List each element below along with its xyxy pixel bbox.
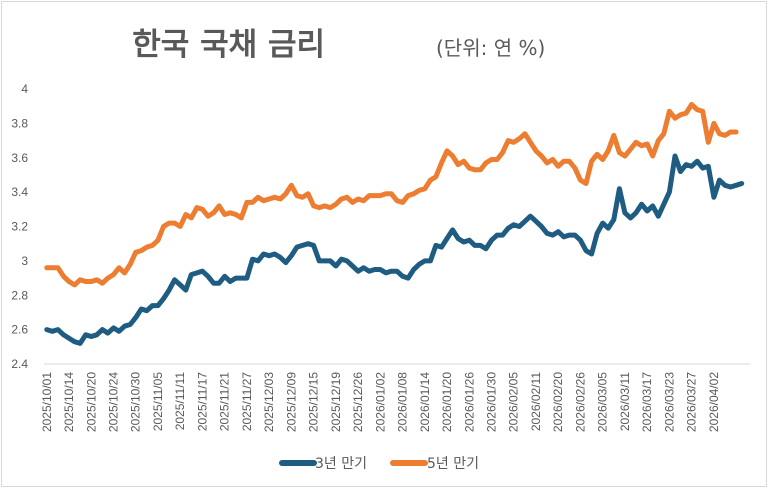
x-tick-label: 2026/03/23 [662, 372, 676, 432]
chart-subtitle: (단위: 연 %) [436, 36, 545, 60]
legend-label-5y: 5년 만기 [427, 456, 479, 472]
y-axis-tick-labels: 2.4 2.6 2.8 3 3.2 3.4 3.6 3.8 4 [11, 82, 28, 371]
y-tick-label: 3 [21, 254, 28, 268]
x-tick-label: 2025/11/21 [218, 372, 232, 431]
y-tick-label: 2.6 [11, 323, 28, 337]
x-tick-label: 2026/02/20 [551, 372, 565, 432]
x-tick-label: 2026/03/17 [640, 372, 654, 432]
x-tick-label: 2026/01/20 [440, 372, 454, 432]
y-tick-label: 4 [21, 82, 28, 96]
x-tick-label: 2026/02/26 [573, 372, 587, 432]
x-tick-label: 2026/03/11 [618, 372, 632, 431]
x-tick-label: 2025/12/15 [307, 372, 321, 432]
legend-label-3y: 3년 만기 [315, 456, 367, 472]
x-tick-label: 2025/11/27 [240, 372, 254, 431]
series-line-3y [44, 153, 745, 346]
x-tick-label: 2026/04/02 [707, 372, 721, 432]
x-tick-label: 2025/10/30 [129, 372, 143, 432]
y-tick-label: 3.6 [11, 151, 28, 165]
x-tick-label: 2026/03/05 [596, 372, 610, 432]
legend: 3년 만기 5년 만기 [279, 456, 479, 472]
x-tick-label: 2026/01/14 [418, 372, 432, 432]
x-tick-label: 2025/12/26 [351, 372, 365, 432]
x-axis-tick-labels: 2025/10/01 2025/10/14 2025/10/20 2025/10/24… [40, 372, 721, 432]
x-tick-label: 2026/01/30 [485, 372, 499, 432]
x-tick-label: 2026/02/11 [529, 372, 543, 431]
x-tick-label: 2025/12/03 [262, 372, 276, 432]
x-tick-label: 2026/01/26 [462, 372, 476, 432]
x-tick-label: 2025/10/14 [62, 372, 76, 432]
x-tick-label: 2025/11/05 [151, 372, 165, 431]
x-tick-label: 2026/03/27 [685, 372, 699, 432]
x-tick-label: 2025/10/24 [106, 372, 120, 432]
x-tick-label: 2025/10/20 [84, 372, 98, 432]
x-tick-label: 2026/01/02 [373, 372, 387, 432]
x-tick-label: 2026/02/05 [507, 372, 521, 432]
x-tick-label: 2026/01/08 [396, 372, 410, 432]
x-tick-label: 2025/11/17 [195, 372, 209, 431]
series-lines [44, 102, 745, 346]
y-tick-label: 3.8 [11, 116, 28, 130]
x-tick-label: 2025/10/01 [40, 372, 54, 432]
chart-title: 한국 국채 금리 [132, 27, 325, 63]
x-tick-label: 2025/12/19 [329, 372, 343, 432]
y-tick-label: 3.4 [11, 185, 28, 199]
y-tick-label: 3.2 [11, 220, 28, 234]
x-tick-label: 2025/12/09 [284, 372, 298, 432]
y-tick-label: 2.4 [11, 357, 28, 371]
series-line-5y [44, 102, 739, 288]
y-tick-label: 2.8 [11, 288, 28, 302]
x-tick-label: 2025/11/11 [173, 372, 187, 431]
